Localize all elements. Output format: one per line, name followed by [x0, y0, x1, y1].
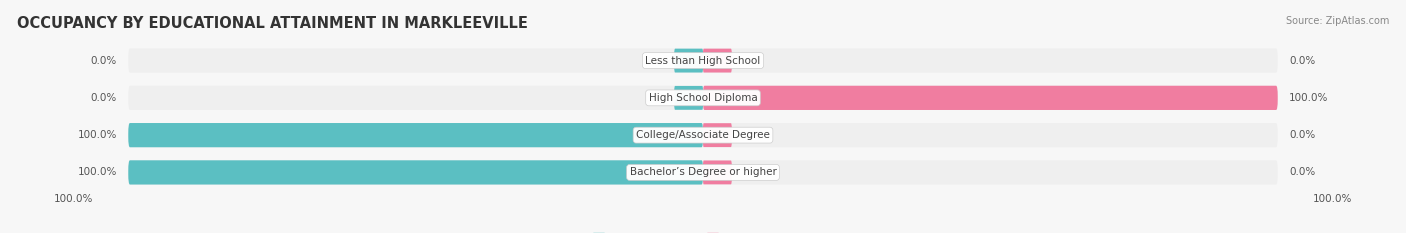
Text: OCCUPANCY BY EDUCATIONAL ATTAINMENT IN MARKLEEVILLE: OCCUPANCY BY EDUCATIONAL ATTAINMENT IN M…: [17, 16, 527, 31]
Text: Less than High School: Less than High School: [645, 56, 761, 65]
Text: 0.0%: 0.0%: [1289, 168, 1316, 177]
Text: 0.0%: 0.0%: [1289, 130, 1316, 140]
FancyBboxPatch shape: [703, 49, 731, 72]
Text: 100.0%: 100.0%: [1313, 194, 1353, 204]
Text: Source: ZipAtlas.com: Source: ZipAtlas.com: [1285, 16, 1389, 26]
Text: College/Associate Degree: College/Associate Degree: [636, 130, 770, 140]
FancyBboxPatch shape: [703, 161, 731, 184]
FancyBboxPatch shape: [675, 49, 703, 72]
Text: 100.0%: 100.0%: [77, 130, 117, 140]
FancyBboxPatch shape: [128, 123, 1278, 147]
Text: 100.0%: 100.0%: [1289, 93, 1329, 103]
Text: Bachelor’s Degree or higher: Bachelor’s Degree or higher: [630, 168, 776, 177]
Text: 100.0%: 100.0%: [53, 194, 93, 204]
Text: 0.0%: 0.0%: [90, 56, 117, 65]
Text: 0.0%: 0.0%: [1289, 56, 1316, 65]
Text: 0.0%: 0.0%: [90, 93, 117, 103]
FancyBboxPatch shape: [703, 86, 1278, 110]
Text: 100.0%: 100.0%: [77, 168, 117, 177]
FancyBboxPatch shape: [128, 48, 1278, 73]
FancyBboxPatch shape: [128, 86, 1278, 110]
Legend: Owner-occupied, Renter-occupied: Owner-occupied, Renter-occupied: [589, 229, 817, 233]
FancyBboxPatch shape: [128, 160, 703, 185]
FancyBboxPatch shape: [675, 86, 703, 110]
FancyBboxPatch shape: [128, 160, 1278, 185]
FancyBboxPatch shape: [703, 123, 731, 147]
FancyBboxPatch shape: [128, 123, 703, 147]
Text: High School Diploma: High School Diploma: [648, 93, 758, 103]
